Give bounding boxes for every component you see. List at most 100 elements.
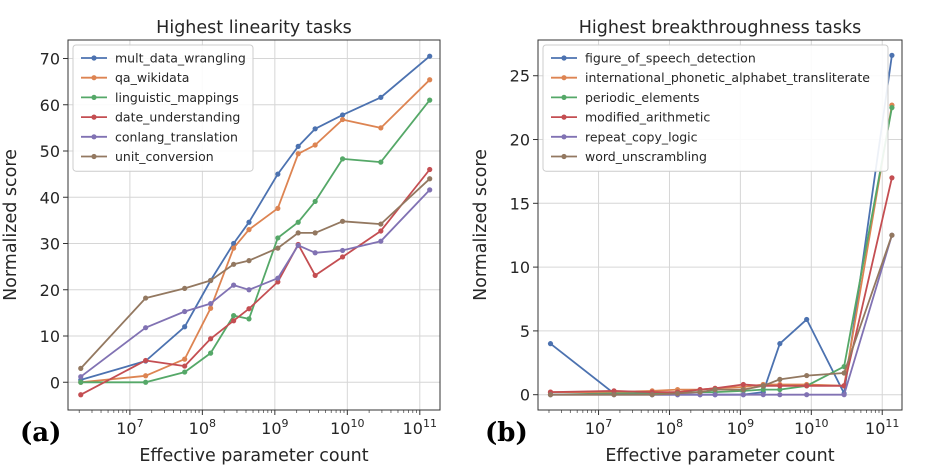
x-tick-label: 107: [116, 417, 143, 438]
data-point: [143, 295, 149, 301]
data-point: [312, 272, 318, 279]
plot-frame: [67, 39, 441, 411]
x-tick-label: 1010: [330, 417, 364, 438]
legend-box: [72, 44, 254, 172]
data-point: [339, 116, 346, 123]
data-point: [760, 392, 766, 398]
data-point: [427, 53, 433, 59]
x-tick-label: 1010: [794, 417, 828, 438]
chart-panel-0: 0 10 20 30 40 50 60 70 107 108 109 1010 1011 Highest …: [1, 18, 441, 466]
y-axis-label: Normalized score: [471, 149, 491, 301]
chart-title: Highest breakthroughness tasks: [579, 18, 861, 38]
data-point: [231, 313, 237, 319]
data-point: [208, 305, 214, 311]
data-point: [547, 341, 554, 347]
x-axis-label: Effective parameter count: [139, 446, 368, 466]
data-point: [674, 390, 681, 397]
y-tick-label: 15: [510, 194, 530, 213]
data-point: [841, 370, 847, 376]
legend-marker: [91, 55, 97, 61]
x-tick-label: 107: [585, 417, 612, 438]
data-point: [78, 365, 84, 371]
data-point: [312, 198, 318, 205]
x-tick-label: 1011: [865, 417, 899, 438]
data-point: [182, 324, 188, 330]
data-point: [378, 228, 384, 234]
data-point: [275, 171, 281, 177]
y-tick-label: 20: [510, 131, 530, 150]
legend-marker: [91, 134, 97, 140]
data-point: [339, 156, 346, 162]
data-point: [182, 308, 188, 315]
legend-marker: [561, 114, 567, 120]
data-point: [427, 187, 433, 193]
data-point: [804, 392, 810, 398]
y-tick-label: 30: [40, 235, 60, 254]
data-point: [804, 372, 810, 379]
series-line-conlang-translation: [80, 189, 431, 378]
data-point: [78, 374, 84, 380]
data-point: [427, 97, 433, 103]
data-point: [312, 142, 318, 148]
legend-label: international_phonetic_alphabet_translit…: [585, 70, 870, 85]
data-point: [208, 336, 214, 342]
data-point: [427, 77, 433, 83]
data-point: [208, 277, 214, 284]
data-point: [231, 261, 237, 267]
data-point: [339, 218, 346, 224]
data-point: [295, 230, 301, 236]
data-point: [611, 392, 617, 398]
data-point: [740, 386, 746, 393]
y-tick-label: 50: [40, 142, 60, 161]
data-point: [339, 254, 346, 260]
legend-label: modified_arithmetic: [585, 110, 710, 125]
legend-marker: [561, 75, 567, 81]
series-line-linguistic-mappings: [80, 99, 431, 384]
data-point: [889, 232, 895, 238]
data-point: [295, 143, 301, 149]
data-point: [275, 275, 281, 281]
data-point: [889, 105, 895, 111]
data-point: [378, 238, 384, 244]
data-point: [295, 242, 301, 248]
data-point: [889, 52, 895, 58]
data-point: [182, 356, 188, 362]
series-line-mult-data-wrangling: [80, 55, 431, 381]
data-point: [78, 392, 84, 398]
x-axis-label: Effective parameter count: [605, 446, 834, 466]
panel-label-b: (b): [485, 418, 528, 448]
data-point: [804, 383, 810, 389]
chart-panel-1: 0 5 10 15 20 25 107 108 109 1010 1011 Highest break…: [471, 18, 903, 466]
chart-title: Highest linearity tasks: [156, 18, 352, 38]
series-line-date-understanding: [80, 168, 431, 396]
y-tick-label: 5: [520, 322, 530, 341]
data-point: [378, 159, 384, 165]
data-point: [547, 392, 554, 398]
data-point: [889, 175, 895, 181]
data-point: [740, 392, 746, 398]
data-point: [427, 166, 433, 173]
data-point: [246, 258, 252, 264]
data-point: [804, 316, 810, 323]
legend-marker: [91, 94, 97, 100]
data-point: [231, 282, 237, 288]
data-point: [182, 285, 188, 291]
data-point: [611, 388, 617, 394]
data-point: [246, 306, 252, 312]
panel-label-a: (a): [20, 418, 62, 448]
data-point: [231, 245, 237, 251]
y-axis-label: Normalized score: [1, 149, 21, 301]
legend-label: conlang_translation: [115, 129, 238, 144]
y-tick-label: 10: [510, 258, 530, 277]
legend-marker: [561, 134, 567, 140]
data-point: [208, 301, 214, 307]
legend-marker: [91, 75, 97, 81]
data-point: [841, 383, 847, 389]
data-point: [777, 383, 783, 389]
data-point: [182, 369, 188, 375]
data-point: [231, 240, 237, 247]
x-tick-label: 108: [189, 417, 216, 438]
data-point: [143, 379, 149, 385]
y-tick-label: 10: [40, 327, 60, 346]
